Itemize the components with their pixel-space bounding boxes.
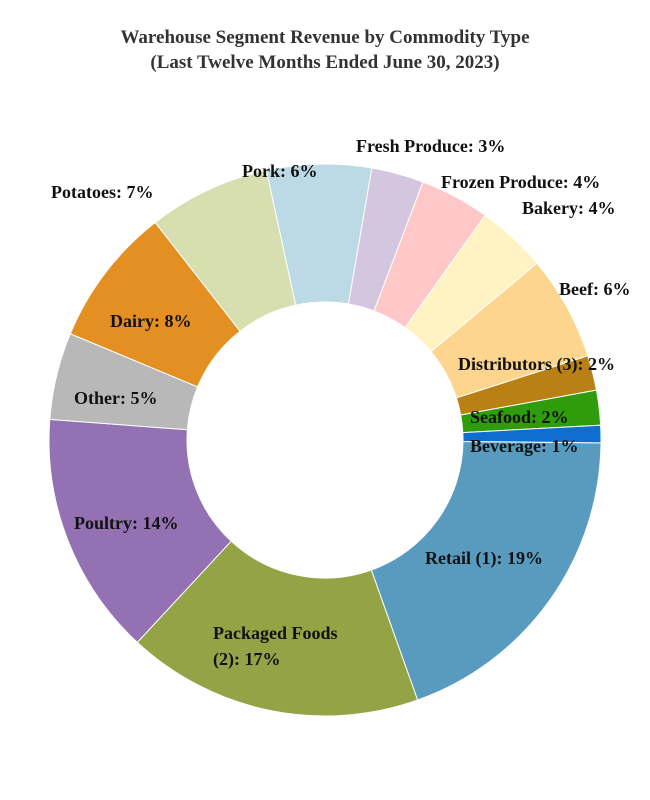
label-poultry: Poultry: 14% — [74, 513, 178, 533]
slice-poultry — [48, 418, 232, 644]
label-beverage: Beverage: 1% — [470, 436, 578, 456]
label-frozen-produce: Frozen Produce: 4% — [441, 172, 600, 192]
slice-retail-1 — [370, 440, 602, 701]
label-seafood: Seafood: 2% — [470, 407, 569, 427]
label-bakery: Bakery: 4% — [522, 198, 616, 218]
label-potatoes: Potatoes: 7% — [51, 182, 153, 202]
label-dairy: Dairy: 8% — [110, 311, 191, 331]
donut-slices — [48, 163, 602, 717]
label-retail-1: Retail (1): 19% — [425, 548, 543, 569]
chart-subtitle: (Last Twelve Months Ended June 30, 2023) — [150, 52, 500, 73]
label-distributors-3: Distributors (3): 2% — [458, 354, 615, 375]
slice-labels: Retail (1): 19% Packaged Foods (2): 17% Pou… — [51, 136, 630, 670]
label-packaged-foods-2: Packaged Foods (2): 17% — [213, 623, 338, 670]
slice-beverage — [462, 424, 602, 444]
label-fresh-produce: Fresh Produce: 3% — [356, 136, 505, 156]
slice-packaged-foods-2 — [136, 540, 419, 717]
label-other: Other: 5% — [74, 388, 157, 408]
label-pork: Pork: 6% — [242, 161, 318, 181]
label-beef: Beef: 6% — [559, 279, 630, 299]
chart-title: Warehouse Segment Revenue by Commodity T… — [120, 27, 530, 48]
